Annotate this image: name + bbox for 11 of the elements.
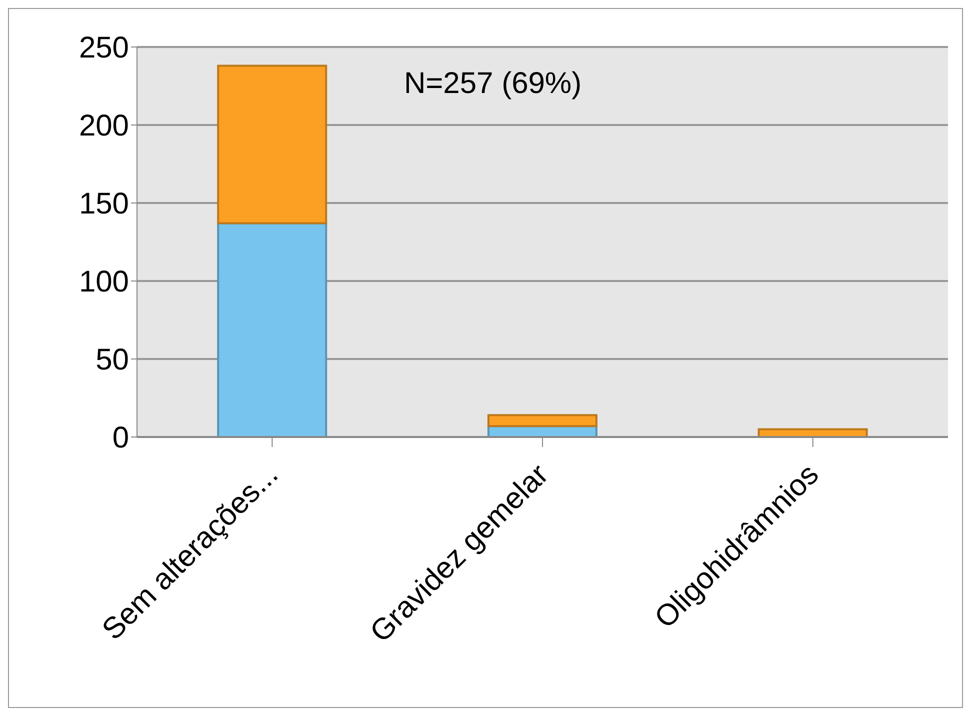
- y-tick-label: 0: [112, 422, 129, 455]
- y-tick-label: 50: [96, 344, 129, 377]
- bar: [487, 414, 598, 428]
- annotation: N=257 (69%): [404, 67, 582, 101]
- y-tick-label: 100: [78, 266, 129, 299]
- bar: [758, 428, 868, 437]
- y-tick-label: 200: [78, 110, 129, 143]
- bar: [217, 222, 328, 437]
- y-tick-label: 250: [78, 32, 129, 65]
- bar: [217, 64, 328, 224]
- y-tick-label: 150: [78, 188, 129, 221]
